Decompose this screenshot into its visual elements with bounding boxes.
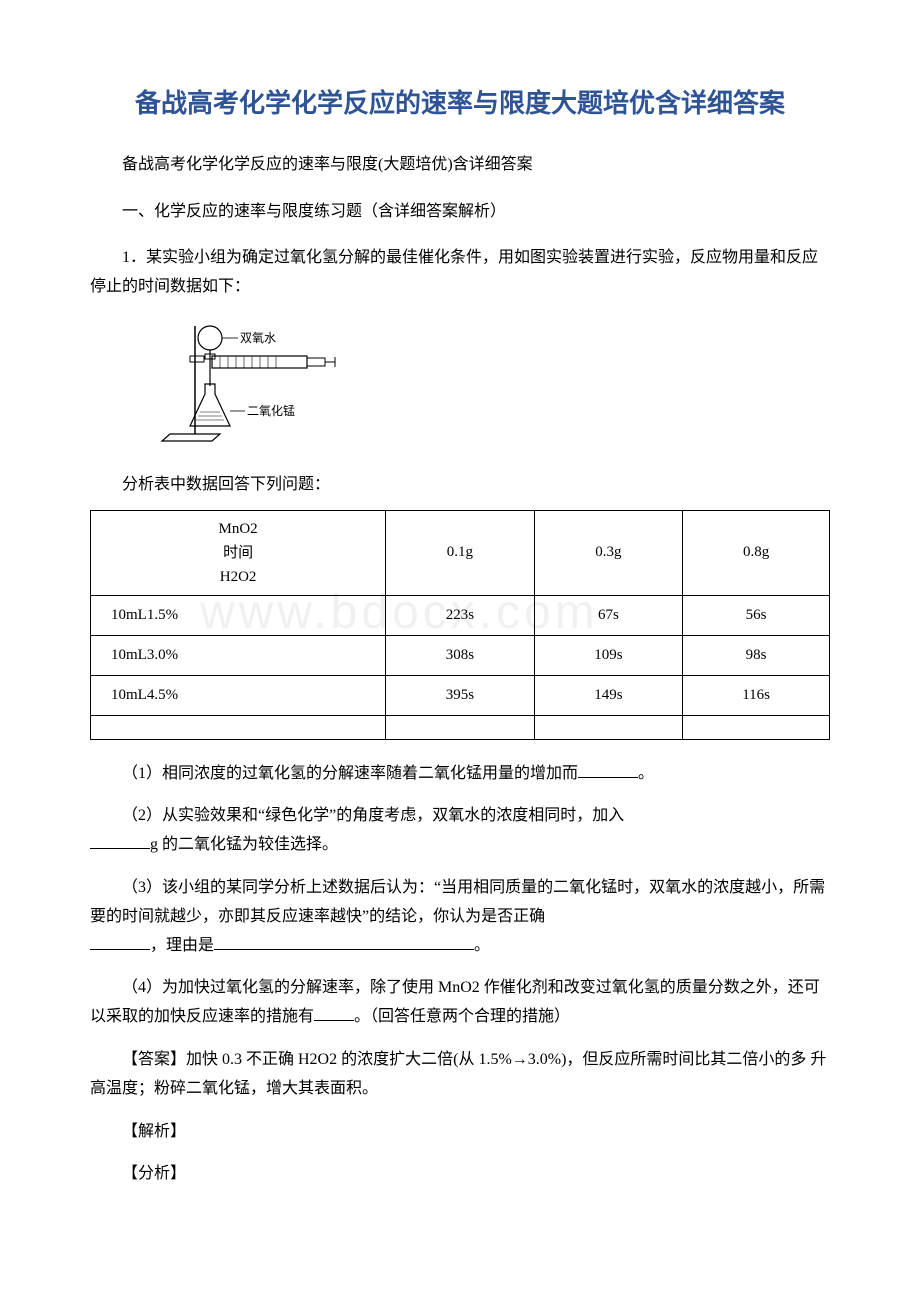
cell: 67s	[534, 595, 683, 635]
cell: 223s	[386, 595, 535, 635]
q4-post: 。（回答任意两个合理的措施）	[354, 1008, 570, 1025]
question-1: （1）相同浓度的过氧化氢的分解速率随着二氧化锰用量的增加而 。	[90, 760, 830, 789]
document-subtitle: 备战高考化学化学反应的速率与限度(大题培优)含详细答案	[90, 151, 830, 180]
experiment-diagram: 双氧水 二氧化锰	[150, 316, 830, 457]
table-row: 10mL3.0% 308s 109s 98s	[91, 635, 830, 675]
table-col-1: 0.1g	[386, 510, 535, 595]
document-content: 备战高考化学化学反应的速率与限度大题培优含详细答案 备战高考化学化学反应的速率与…	[90, 80, 830, 1189]
header-line-2: 时间	[101, 541, 375, 565]
data-table: MnO2 时间 H2O2 0.1g 0.3g 0.8g 10mL1.5% 223…	[90, 510, 830, 740]
row-label: 10mL4.5%	[91, 675, 386, 715]
answer: 【答案】加快 0.3 不正确 H2O2 的浓度扩大二倍(从 1.5%→3.0%)…	[90, 1046, 830, 1104]
question-2: （2）从实验效果和“绿色化学”的角度考虑，双氧水的浓度相同时，加入 g 的二氧化锰…	[90, 802, 830, 860]
document-title: 备战高考化学化学反应的速率与限度大题培优含详细答案	[90, 80, 830, 127]
table-col-3: 0.8g	[683, 510, 830, 595]
question-4: （4）为加快过氧化氢的分解速率，除了使用 MnO2 作催化剂和改变过氧化氢的质量…	[90, 974, 830, 1032]
q3-pre: （3）该小组的某同学分析上述数据后认为：“当用相同质量的二氧化锰时，双氧水的浓度…	[90, 879, 825, 925]
cell: 98s	[683, 635, 830, 675]
table-header-row: MnO2 时间 H2O2 0.1g 0.3g 0.8g	[91, 510, 830, 595]
table-col-2: 0.3g	[534, 510, 683, 595]
section-heading: 一、化学反应的速率与限度练习题（含详细答案解析）	[90, 198, 830, 227]
fenxi-label: 【分析】	[90, 1160, 830, 1189]
table-header-left: MnO2 时间 H2O2	[91, 510, 386, 595]
blank	[90, 934, 150, 950]
cell: 395s	[386, 675, 535, 715]
table-empty-row	[91, 715, 830, 739]
cell: 149s	[534, 675, 683, 715]
analysis-label: 【解析】	[90, 1118, 830, 1147]
diagram-label-top: 双氧水	[240, 331, 276, 345]
table-intro: 分析表中数据回答下列问题：	[90, 471, 830, 500]
question-3: （3）该小组的某同学分析上述数据后认为：“当用相同质量的二氧化锰时，双氧水的浓度…	[90, 874, 830, 960]
cell: 109s	[534, 635, 683, 675]
blank	[214, 934, 474, 950]
row-label: 10mL1.5%	[91, 595, 386, 635]
question-1-intro: 1．某实验小组为确定过氧化氢分解的最佳催化条件，用如图实验装置进行实验，反应物用…	[90, 244, 830, 302]
header-line-1: MnO2	[101, 517, 375, 541]
q3-end: 。	[474, 937, 490, 954]
blank	[90, 833, 150, 849]
blank	[314, 1005, 354, 1021]
header-line-3: H2O2	[101, 565, 375, 589]
q3-mid: ，理由是	[150, 937, 214, 954]
table-row: 10mL1.5% 223s 67s 56s	[91, 595, 830, 635]
q1-end: 。	[638, 765, 654, 782]
cell: 56s	[683, 595, 830, 635]
table-row: 10mL4.5% 395s 149s 116s	[91, 675, 830, 715]
q1-text: （1）相同浓度的过氧化氢的分解速率随着二氧化锰用量的增加而	[122, 765, 578, 782]
row-label: 10mL3.0%	[91, 635, 386, 675]
blank	[578, 762, 638, 778]
q2-post: g 的二氧化锰为较佳选择。	[150, 836, 338, 853]
diagram-label-bottom: 二氧化锰	[247, 403, 295, 418]
cell: 116s	[683, 675, 830, 715]
q2-pre: （2）从实验效果和“绿色化学”的角度考虑，双氧水的浓度相同时，加入	[122, 807, 624, 824]
cell: 308s	[386, 635, 535, 675]
